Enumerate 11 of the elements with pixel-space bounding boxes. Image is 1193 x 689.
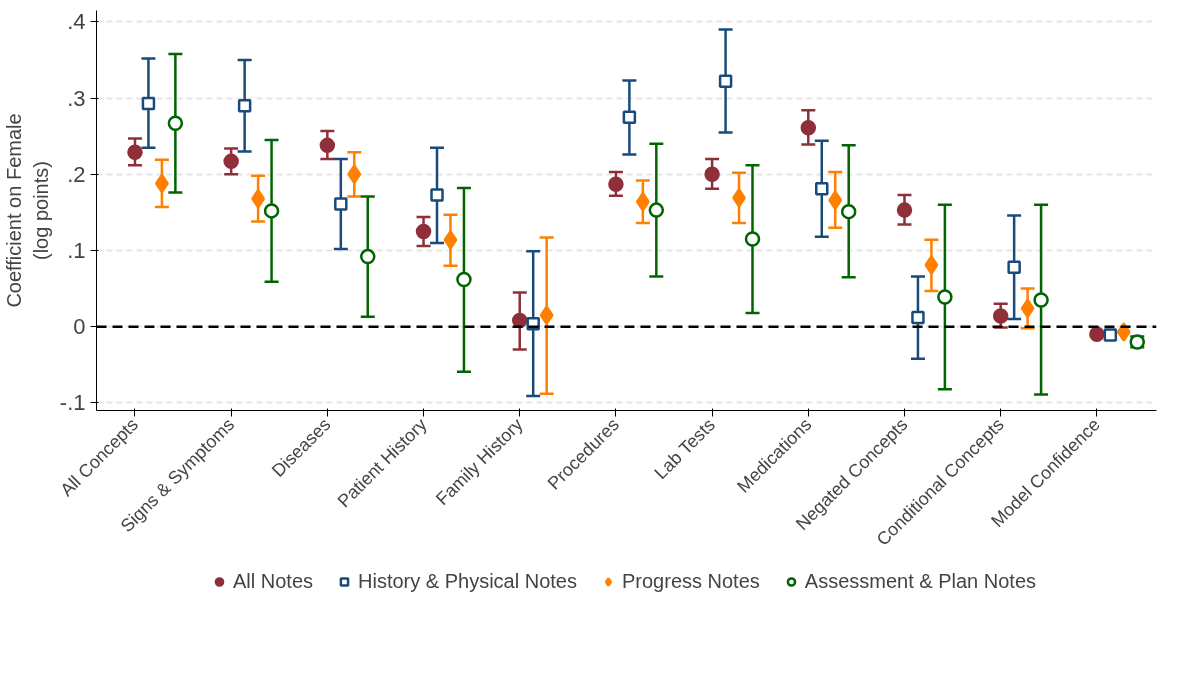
y-tick-label: .2 [67,161,86,187]
y-tick-label: .1 [67,238,86,263]
y-tick-label: .3 [67,85,86,111]
y-axis-title: Coefficient on Female (log points) [3,113,52,308]
y-tick-label: -.1 [59,390,86,416]
legend-label: Progress Notes [621,569,760,593]
legend-label: Assessment & Plan Notes [804,569,1037,593]
y-tick-label: 0 [73,314,86,340]
legend-label: All Notes [232,569,313,593]
legend-label: History & Physical Notes [358,569,577,593]
y-tick-label: .4 [67,9,86,35]
